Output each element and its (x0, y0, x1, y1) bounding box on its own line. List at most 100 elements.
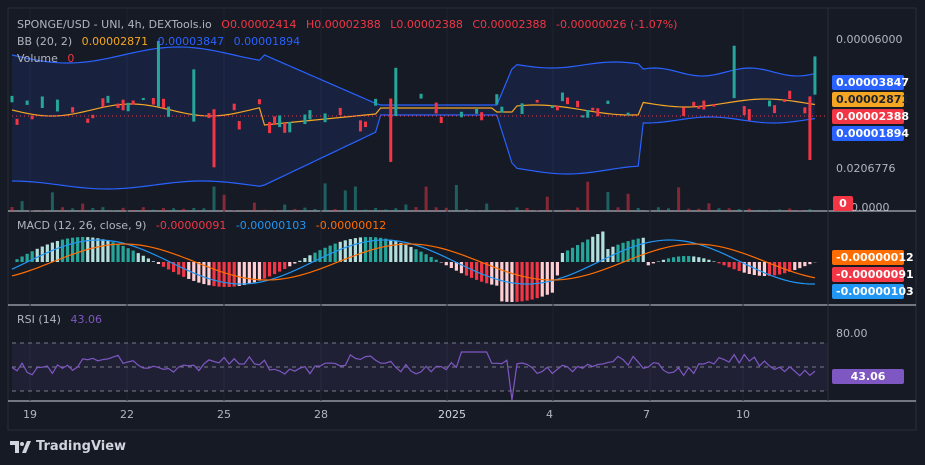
macd-hist-bar (661, 259, 666, 262)
macd-hist-bar (288, 262, 292, 267)
macd-hist-bar (20, 256, 24, 262)
macd-hist-bar (237, 262, 241, 286)
macd-hist-bar (671, 257, 676, 262)
candle (91, 114, 95, 119)
volume-bar (353, 186, 357, 211)
macd-hist-bar (192, 262, 196, 281)
bb-lower-badge: 0.00001894 (832, 126, 909, 141)
macd-hist-bar (267, 262, 272, 277)
macd-hist-bar (338, 241, 342, 262)
macd-hist-bar (626, 241, 630, 262)
macd-hist-bar (570, 247, 575, 262)
candle (702, 100, 706, 110)
macd-hist-bar (636, 238, 640, 262)
candle (131, 100, 135, 105)
candle (30, 115, 34, 120)
volume-bar (151, 209, 155, 211)
candle (283, 122, 287, 133)
candle (389, 98, 393, 162)
macd-hist-bar (358, 237, 363, 262)
candle (555, 105, 559, 111)
macd-hist-bar (535, 262, 539, 299)
volume-bar (717, 208, 721, 211)
rsi-badge: 43.06 (832, 369, 904, 384)
candle (232, 103, 236, 111)
volume-bar (263, 209, 266, 211)
high-value: 0.00002388 (314, 18, 381, 31)
date-label-0: 19 (23, 408, 37, 421)
macd-hist-bar (111, 242, 115, 262)
candle (141, 97, 145, 101)
candle (803, 107, 807, 114)
macd-signal-line (11, 243, 816, 281)
volume-bar (212, 186, 216, 211)
macd-hist-badge: -0.00000091 (832, 267, 914, 282)
volume-bar (303, 207, 307, 211)
macd-hist-bar (242, 262, 246, 286)
candle (566, 97, 569, 105)
candle (151, 98, 155, 105)
candle (273, 116, 277, 126)
volume-bar (444, 207, 448, 211)
candle (682, 107, 686, 117)
tradingview-logo[interactable]: TradingView (10, 439, 126, 454)
macd-hist-bar (803, 262, 807, 267)
macd-hist-bar (262, 262, 267, 279)
volume-value: 0 (67, 52, 75, 65)
macd-hist-bar (485, 262, 489, 284)
macd-legend: MACD (12, 26, close, 9) -0.00000091 -0.0… (17, 219, 392, 232)
macd-hist-bar (283, 262, 287, 269)
volume-bar (111, 210, 115, 211)
candle (520, 103, 524, 114)
rsi-legend: RSI (14) 43.06 (17, 313, 108, 326)
macd-hist-bar (520, 262, 524, 302)
macd-hist-bar (742, 262, 746, 273)
macd-hist-bar (273, 262, 277, 275)
candle (55, 99, 59, 112)
macd-hist-bar (550, 262, 554, 293)
bb-legend: BB (20, 2) 0.00002871 0.00003847 0.00001… (17, 35, 306, 48)
macd-hist-bar (96, 238, 100, 262)
candle (475, 109, 479, 114)
macd-hist-bar (207, 262, 211, 286)
macd-hist-bar (646, 262, 650, 266)
macd-hist-bar (404, 244, 408, 262)
candle (742, 106, 746, 116)
macd-line-badge: -0.00000103 (832, 284, 914, 299)
volume-bar (808, 209, 812, 211)
macd-hist-bar (666, 258, 671, 262)
candle (40, 96, 44, 109)
macd-hist-bar (560, 252, 565, 262)
macd-hist-bar (252, 262, 256, 283)
macd-hist-bar (798, 262, 802, 269)
candle (732, 45, 736, 99)
symbol-title: SPONGE/USD - UNI, 4h, DEXTools.io (17, 18, 212, 31)
volume-bar (182, 208, 186, 211)
volume-bar (656, 207, 660, 211)
volume-bar (636, 207, 640, 211)
candle (439, 116, 443, 124)
macd-hist-bar (247, 262, 251, 284)
candle (338, 107, 342, 116)
macd-hist-bar (480, 262, 484, 282)
macd-hist-bar (232, 262, 236, 287)
candle (495, 94, 499, 105)
volume-bar (747, 208, 751, 211)
rsi-label: RSI (14) (17, 313, 61, 326)
macd-hist-bar (136, 253, 140, 262)
macd-hist-bar (409, 246, 413, 262)
volume-bar (121, 207, 125, 211)
volume-bar (757, 209, 761, 211)
macd-hist-bar (702, 258, 706, 262)
volume-bar (283, 204, 287, 211)
macd-hist-bar (697, 257, 701, 262)
macd-hist-bar (449, 262, 453, 268)
candle (692, 101, 696, 107)
bb-basis-line (11, 98, 816, 126)
macd-hist-bar (121, 245, 125, 262)
macd-hist-bar (601, 231, 605, 262)
macd-hist-bar (687, 256, 691, 262)
macd-hist-bar (767, 262, 772, 276)
macd-hist-bar (490, 262, 494, 285)
